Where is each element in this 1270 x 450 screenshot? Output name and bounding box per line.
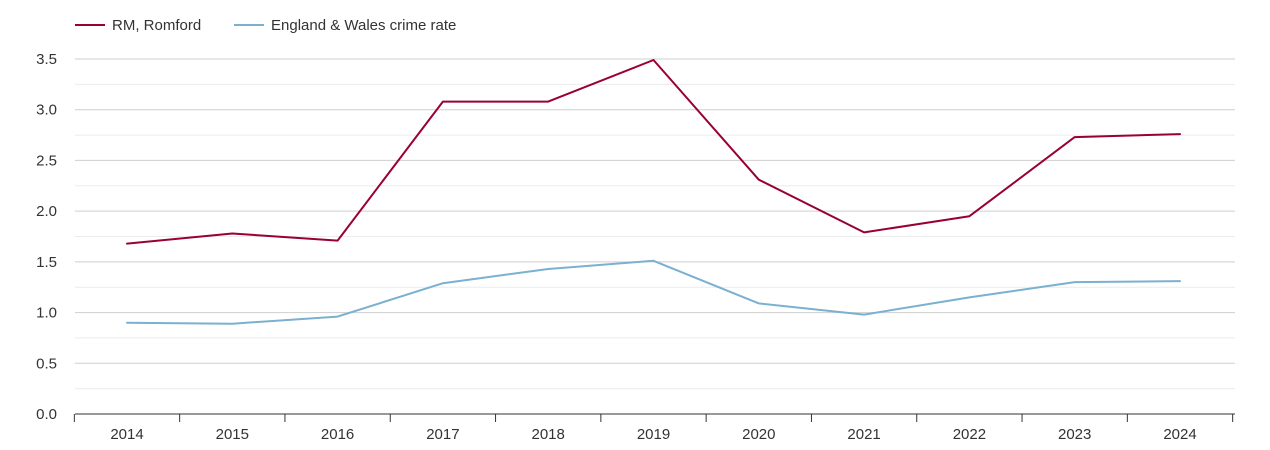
y-tick-label: 3.5 bbox=[36, 51, 57, 68]
x-tick-label: 2017 bbox=[426, 426, 459, 443]
axes: 0.0 0.5 1.0 1.5 2.0 2.5 3.0 3.5 2014 2015 2016 2017… bbox=[36, 51, 1235, 443]
x-tick-label: 2024 bbox=[1163, 426, 1196, 443]
grid-lines bbox=[75, 58, 1235, 390]
y-tick-label: 2.0 bbox=[36, 203, 57, 220]
x-tick-label: 2018 bbox=[532, 426, 565, 443]
y-tick-label: 0.0 bbox=[36, 406, 57, 423]
x-tick-label: 2021 bbox=[847, 426, 880, 443]
series-line-1 bbox=[126, 259, 1181, 325]
legend-label: RM, Romford bbox=[112, 17, 201, 34]
y-tick-label: 1.0 bbox=[36, 305, 57, 322]
x-tick-label: 2015 bbox=[216, 426, 249, 443]
series-lines bbox=[126, 59, 1181, 325]
x-tick-label: 2020 bbox=[742, 426, 775, 443]
x-tick-label: 2014 bbox=[110, 426, 143, 443]
y-tick-label: 2.5 bbox=[36, 152, 57, 169]
legend: RM, Romford England & Wales crime rate bbox=[75, 17, 456, 34]
y-tick-label: 0.5 bbox=[36, 355, 57, 372]
x-tick-label: 2016 bbox=[321, 426, 354, 443]
y-tick-label: 1.5 bbox=[36, 254, 57, 271]
series-line-0 bbox=[126, 59, 1181, 245]
x-tick-label: 2022 bbox=[953, 426, 986, 443]
x-tick-label: 2023 bbox=[1058, 426, 1091, 443]
legend-label: England & Wales crime rate bbox=[271, 17, 456, 34]
x-tick-label: 2019 bbox=[637, 426, 670, 443]
y-tick-label: 3.0 bbox=[36, 102, 57, 119]
